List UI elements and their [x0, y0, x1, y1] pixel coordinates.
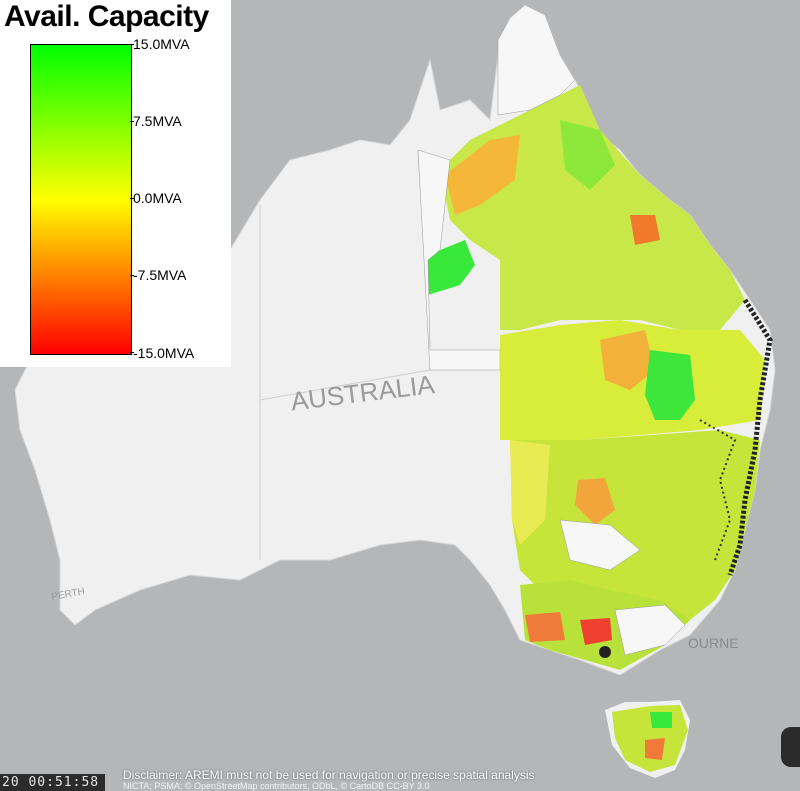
region-white-vic [614, 604, 686, 656]
legend-tick-max: 15.0MVA [133, 36, 190, 52]
region-orange-vic [525, 612, 565, 642]
region-white-nsw [510, 440, 550, 545]
region-orange-nsw [575, 478, 615, 525]
timeline-clock[interactable]: 20 00:51:58 [0, 774, 106, 791]
coastal-network [727, 298, 773, 576]
region-green-coast [560, 120, 615, 190]
coastal-network-2 [699, 419, 737, 561]
legend-tick-zero: 0.0MVA [133, 190, 182, 206]
region-white-sa-east [559, 519, 641, 571]
region-green-central [645, 350, 695, 420]
region-orange-tas [645, 738, 665, 760]
legend-title: Avail. Capacity [4, 0, 209, 33]
region-green-west [428, 240, 475, 295]
region-red-coast [630, 215, 660, 245]
map-attribution[interactable]: NICTA; PSMA; © OpenStreetMap contributor… [123, 781, 430, 791]
legend-tick-low: -7.5MVA [133, 267, 187, 283]
disclaimer-text: Disclaimer: AREMI must not be used for n… [123, 768, 535, 782]
region-orange-gulf [445, 135, 520, 215]
region-white-west [417, 149, 501, 371]
city-label-melbourne: OURNE [688, 635, 739, 651]
region-red-vic [580, 618, 612, 645]
region-green-tas [650, 712, 672, 728]
region-orange-central [600, 330, 655, 390]
border-nt-sa [259, 369, 431, 401]
legend-tick-min: -15.0MVA [133, 345, 195, 361]
legend-color-scale [30, 44, 132, 355]
region-nsw [510, 430, 760, 620]
melbourne-cluster [599, 646, 611, 658]
legend-panel: Avail. Capacity 15.0MVA 7.5MVA 0.0MVA -7… [0, 0, 231, 367]
legend-tick-high: 7.5MVA [133, 113, 182, 129]
panel-toggle-button[interactable] [781, 727, 800, 767]
region-qld-cape [497, 4, 576, 116]
